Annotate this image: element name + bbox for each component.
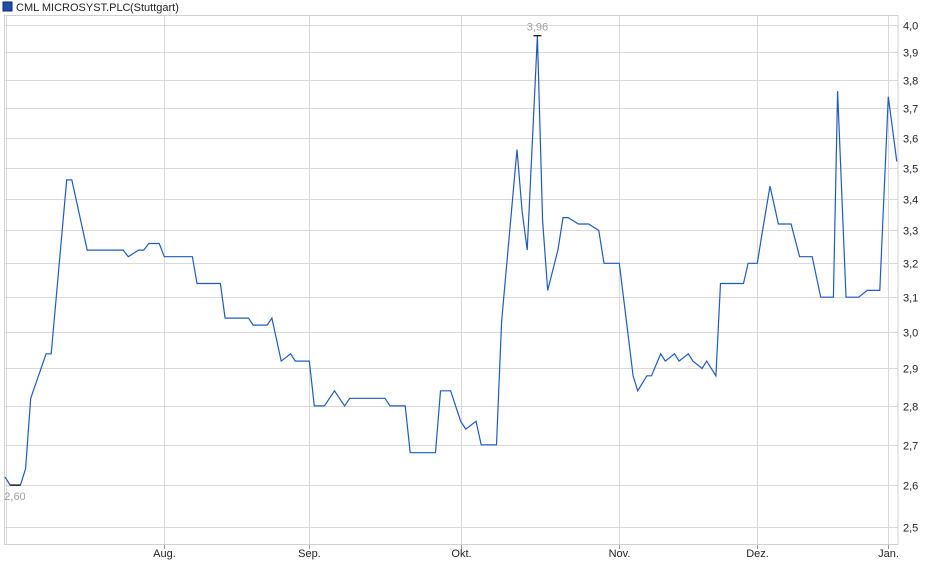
series-line (4, 35, 898, 486)
x-tick-label: Aug. (153, 548, 176, 560)
x-tick-label: Sep. (298, 548, 321, 560)
y-tick-label: 3,6 (903, 134, 918, 146)
y-tick-label: 3,0 (903, 328, 918, 340)
x-tick-label: Dez. (746, 548, 769, 560)
grid (4, 15, 898, 545)
plot-border (4, 15, 899, 545)
x-tick-label: Okt. (451, 548, 471, 560)
y-tick-label: 3,5 (903, 164, 918, 176)
y-tick-label: 2,7 (903, 441, 918, 453)
y-tick-label: 3,9 (903, 48, 918, 60)
y-tick-label: 2,8 (903, 402, 918, 414)
chart-subtitle: (Stuttgart) (130, 2, 179, 14)
y-tick-label: 2,6 (903, 481, 918, 493)
annotations: 2,60 3,96 (4, 22, 548, 503)
y-axis: 2,5 2,6 2,7 2,8 2,9 3,0 3,1 3,2 3,3 3,4 3,5 3,6 3,7 3… (903, 21, 918, 535)
max-label: 3,96 (527, 22, 548, 34)
y-tick-label: 2,5 (903, 523, 918, 535)
y-tick-label: 3,1 (903, 293, 918, 305)
chart-title: CML MICROSYST.PLC (16, 2, 131, 14)
y-tick-label: 3,3 (903, 226, 918, 238)
y-tick-label: 4,0 (903, 21, 918, 33)
x-tick-label: Nov. (609, 548, 631, 560)
y-tick-label: 3,7 (903, 104, 918, 116)
legend-square (2, 1, 13, 12)
legend: CML MICROSYST.PLC (Stuttgart) (2, 1, 179, 14)
y-tick-label: 3,2 (903, 259, 918, 271)
y-tick-label: 3,8 (903, 76, 918, 88)
x-tick-label: Jan. (878, 548, 899, 560)
x-axis: Aug. Sep. Okt. Nov. Dez. Jan. (153, 545, 899, 560)
min-label: 2,60 (4, 491, 25, 503)
y-tick-label: 2,9 (903, 364, 918, 376)
y-tick-label: 3,4 (903, 195, 918, 207)
